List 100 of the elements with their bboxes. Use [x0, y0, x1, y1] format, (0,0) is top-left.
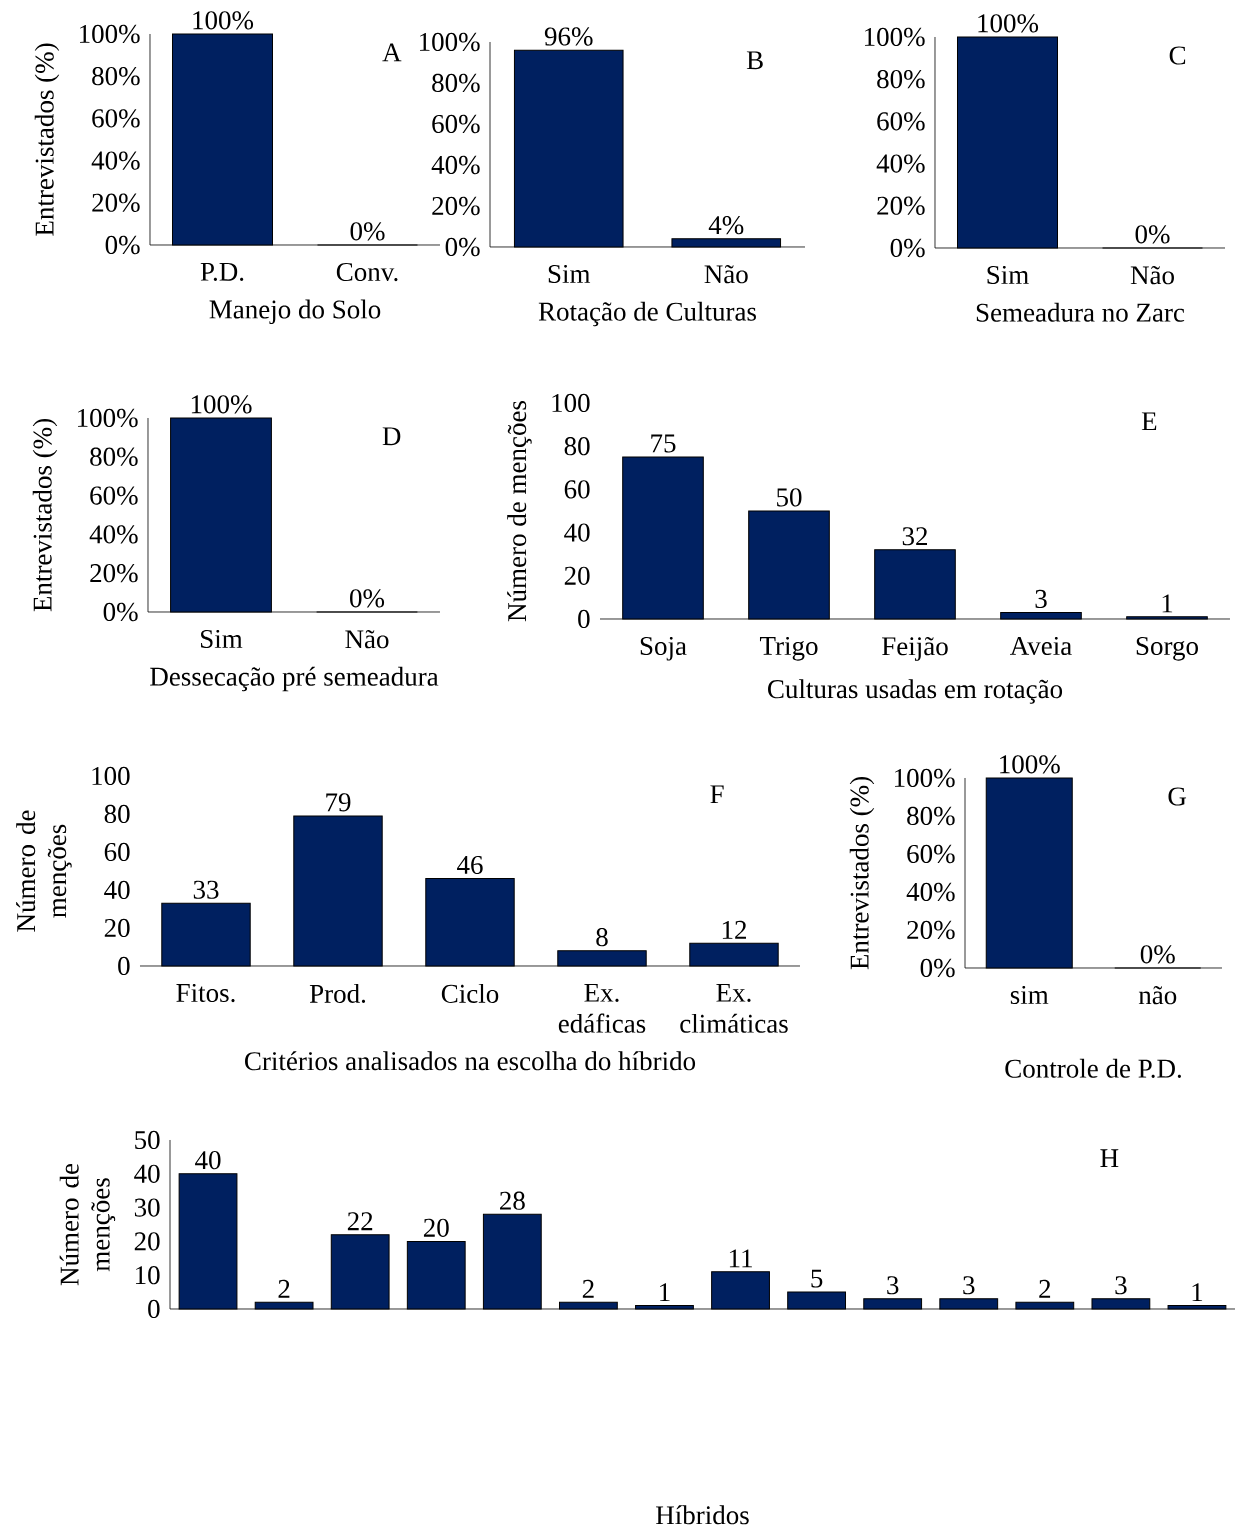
data-label: 96%	[544, 27, 593, 46]
x-tick-label: sim	[1010, 985, 1049, 1005]
data-label: 3	[887, 1276, 899, 1295]
data-label: 2	[278, 1279, 290, 1298]
data-label: 12	[722, 920, 747, 939]
annotation: H	[1100, 1149, 1119, 1168]
annotation: E	[1141, 412, 1157, 431]
y-tick-label: 40	[134, 1164, 160, 1183]
data-label: 28	[500, 1191, 525, 1210]
x-tick-label: Trigo	[760, 636, 818, 661]
y-tick-label: 20%	[907, 920, 955, 940]
y-tick-label: 100%	[78, 408, 138, 428]
y-tick-label: 60%	[432, 114, 480, 134]
x-tick-label: Sim	[987, 265, 1029, 285]
y-tick-label: 40%	[876, 154, 925, 173]
y-tick-label: 100%	[895, 768, 955, 788]
x-tick-label: Sim	[201, 629, 243, 649]
x-tick-label: Aveia	[1010, 636, 1072, 656]
x-tick-label: Prod.	[309, 983, 366, 1004]
y-tick-label: 0%	[445, 237, 480, 257]
y-tick-label: 60%	[907, 844, 955, 864]
x-tick-label: não	[1138, 985, 1177, 1005]
y-tick-label: 80%	[907, 806, 955, 826]
y-tick-label: 60%	[92, 109, 140, 128]
y-tick-label: 20	[104, 918, 130, 938]
y-tick-label: 10	[136, 1266, 160, 1285]
y-tick-label: 100%	[80, 24, 140, 44]
data-label: 22	[347, 1212, 373, 1231]
data-label: 2	[582, 1279, 594, 1298]
data-label: 3	[1035, 589, 1047, 608]
annotation: G	[1168, 787, 1187, 806]
data-label: 4%	[708, 215, 744, 235]
y-tick-label: 60	[564, 480, 590, 499]
x-tick-label: Conv.	[336, 262, 398, 282]
x-tick-label: Sorgo	[1136, 636, 1198, 661]
data-label: 0%	[1135, 225, 1170, 244]
x-axis-title: Culturas usadas em rotação	[768, 679, 1063, 704]
y-tick-label: 40%	[906, 882, 955, 902]
y-tick-label: 80	[104, 804, 130, 824]
data-label: 0%	[1140, 945, 1175, 964]
y-tick-label: 0%	[105, 235, 140, 255]
y-tick-label: 100%	[420, 32, 480, 52]
y-tick-label: 60%	[877, 112, 925, 131]
data-label: 2	[1039, 1279, 1051, 1298]
x-tick-label: Ex. climáticas	[680, 983, 788, 1033]
x-axis-title: Dessecação pré semeadura	[150, 666, 439, 692]
data-label: 32	[902, 527, 928, 546]
x-tick-label: Feijão	[882, 636, 948, 661]
y-tick-label: 80%	[90, 447, 138, 466]
y-axis-title: Entrevistados (%)	[34, 43, 60, 236]
data-label: 0%	[350, 589, 385, 608]
y-tick-label: 0	[148, 1299, 160, 1319]
y-tick-label: 60%	[90, 486, 138, 505]
data-label: 100%	[978, 14, 1039, 33]
y-tick-label: 20%	[92, 193, 140, 212]
y-tick-label: 0%	[103, 602, 138, 622]
data-label: 33	[193, 880, 219, 899]
data-label: 100%	[1000, 755, 1060, 774]
x-tick-label: Ciclo	[441, 983, 499, 1003]
y-tick-label: 50	[135, 1130, 160, 1150]
y-tick-label: 40	[104, 880, 130, 900]
data-label: 1	[660, 1283, 670, 1302]
y-tick-label: 100	[92, 766, 130, 786]
y-tick-label: 80	[564, 437, 590, 456]
data-label: 79	[326, 793, 351, 812]
y-tick-label: 30	[134, 1198, 160, 1217]
data-label: 1	[1162, 594, 1173, 613]
y-tick-label: 40%	[91, 151, 140, 170]
data-label: 100%	[191, 395, 252, 414]
y-tick-label: 100	[552, 393, 590, 413]
data-label: 0%	[350, 222, 385, 241]
y-tick-label: 20%	[877, 196, 925, 215]
x-tick-label: Não	[1130, 265, 1174, 285]
y-tick-label: 60	[104, 842, 130, 862]
y-tick-label: 0%	[890, 238, 925, 258]
annotation: A	[382, 43, 402, 62]
x-tick-label: P.D.	[200, 262, 244, 281]
data-label: 100%	[193, 11, 254, 30]
x-tick-label: Fitos.	[176, 983, 235, 1003]
data-label: 46	[457, 855, 483, 875]
y-tick-label: 0%	[920, 958, 955, 978]
y-tick-label: 40%	[431, 155, 480, 175]
annotation: C	[1169, 46, 1186, 65]
x-tick-label: Soja	[640, 636, 687, 661]
data-label: 75	[651, 434, 676, 453]
y-axis-title: Número de menções	[16, 810, 72, 932]
x-axis-title: Manejo do Solo	[209, 299, 381, 325]
data-label: 50	[777, 488, 802, 507]
x-axis-title: Rotação de Culturas	[538, 301, 757, 327]
x-axis-title: Híbridos	[656, 1505, 749, 1525]
data-label: 3	[963, 1276, 975, 1295]
y-axis-title: Entrevistados (%)	[32, 419, 58, 612]
x-tick-label: Sim	[548, 264, 591, 284]
y-axis-title: Número de menções	[59, 1163, 116, 1286]
data-label: 8	[596, 928, 608, 947]
y-tick-label: 0	[578, 609, 590, 629]
y-tick-label: 0	[118, 956, 130, 976]
y-tick-label: 40%	[89, 525, 138, 544]
x-tick-label: Não	[704, 264, 748, 284]
y-axis-title: Entrevistados (%)	[849, 777, 875, 970]
